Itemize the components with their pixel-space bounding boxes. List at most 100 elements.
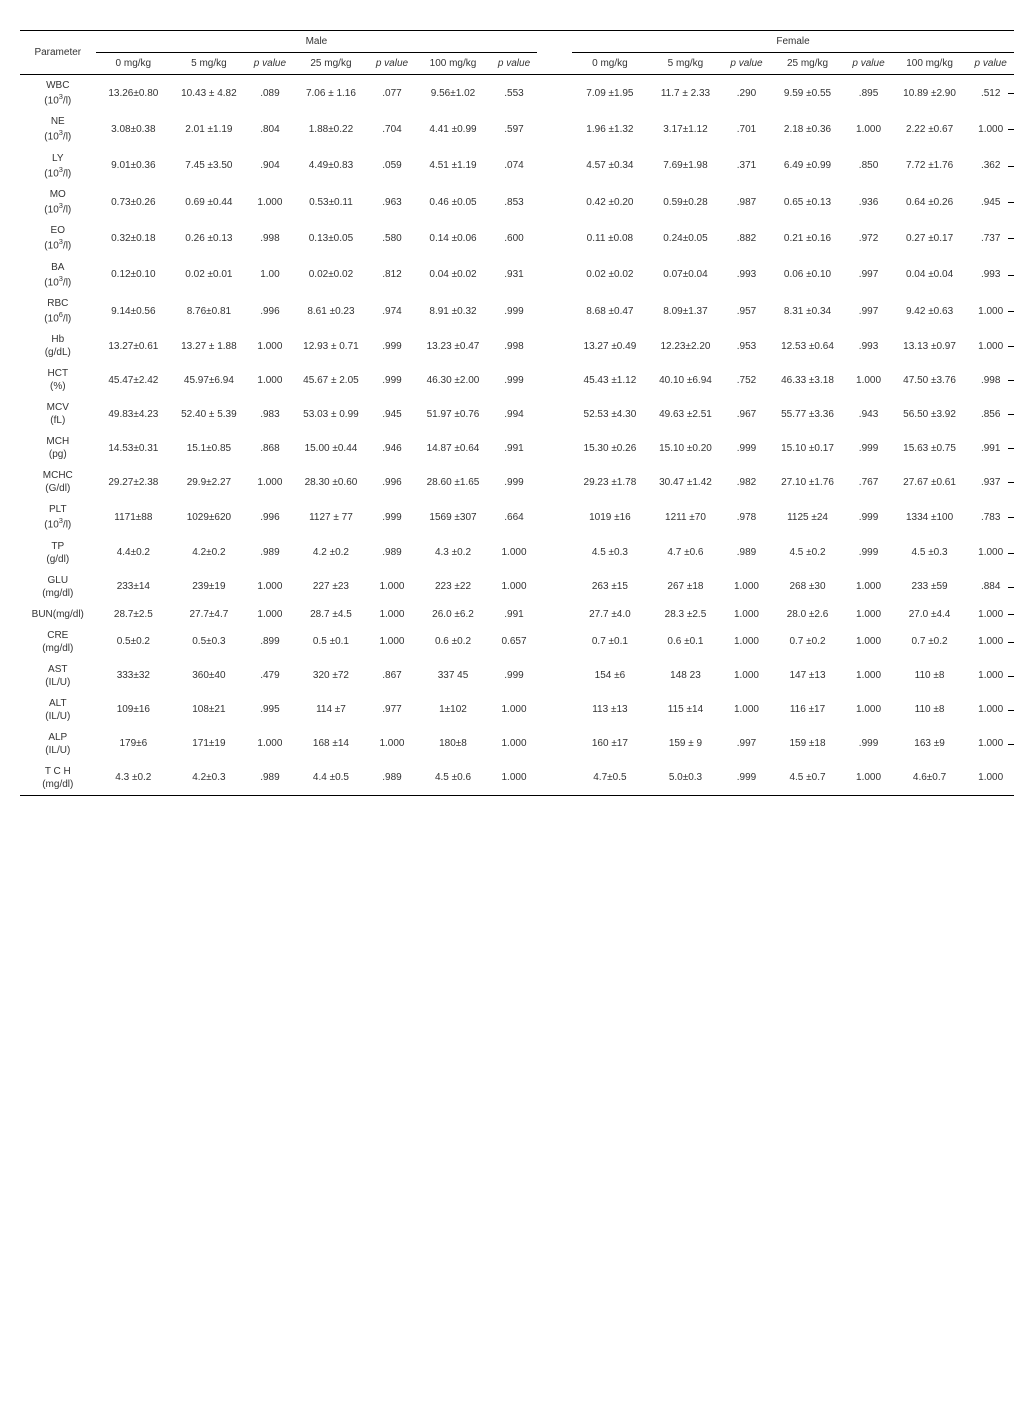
f25-cell: 4.5 ±0.2 <box>770 536 846 570</box>
mp25-cell: .945 <box>369 397 415 431</box>
group-female: Female <box>572 31 1014 53</box>
f5-cell: 5.0±0.3 <box>648 761 724 796</box>
table-row: CRE(mg/dl)0.5±0.20.5±0.3.8990.5 ±0.11.00… <box>20 625 1014 659</box>
f25-cell: 0.21 ±0.16 <box>770 220 846 256</box>
mp5-cell: 1.000 <box>247 465 293 499</box>
table-row: T C H(mg/dl)4.3 ±0.24.2±0.3.9894.4 ±0.5.… <box>20 761 1014 796</box>
f100-cell: 13.13 ±0.97 <box>892 329 968 363</box>
col-fp5: p value <box>723 53 769 75</box>
f100-cell: 15.63 ±0.75 <box>892 431 968 465</box>
fp5-cell: .290 <box>723 75 769 112</box>
m100-cell: 0.6 ±0.2 <box>415 625 491 659</box>
param-cell: WBC(103/l) <box>20 75 96 112</box>
f5-cell: 1211 ±70 <box>648 499 724 535</box>
mp5-cell: .868 <box>247 431 293 465</box>
param-cell: BUN(mg/dl) <box>20 604 96 625</box>
param-cell: CRE(mg/dl) <box>20 625 96 659</box>
col-m25: 25 mg/kg <box>293 53 369 75</box>
mp5-cell: .996 <box>247 293 293 329</box>
mp25-cell: .077 <box>369 75 415 112</box>
table-row: RBC(106/l)9.14±0.568.76±0.81.9968.61 ±0.… <box>20 293 1014 329</box>
f100-cell: 0.64 ±0.26 <box>892 184 968 220</box>
m5-cell: 360±40 <box>171 659 247 693</box>
m0-cell: 13.26±0.80 <box>96 75 172 112</box>
gap-cell <box>537 604 572 625</box>
col-fp25: p value <box>845 53 891 75</box>
f100-cell: 10.89 ±2.90 <box>892 75 968 112</box>
fp5-cell: 1.000 <box>723 625 769 659</box>
m25-cell: 0.53±0.11 <box>293 184 369 220</box>
fp25-cell: 1.000 <box>845 659 891 693</box>
param-cell: BA(103/l) <box>20 257 96 293</box>
f100-cell: 1334 ±100 <box>892 499 968 535</box>
f0-cell: 263 ±15 <box>572 570 648 604</box>
f25-cell: 6.49 ±0.99 <box>770 148 846 184</box>
f5-cell: 159 ± 9 <box>648 727 724 761</box>
m100-cell: 8.91 ±0.32 <box>415 293 491 329</box>
m25-cell: 8.61 ±0.23 <box>293 293 369 329</box>
param-cell: NE(103/l) <box>20 111 96 147</box>
gap-cell <box>537 659 572 693</box>
f5-cell: 3.17±1.12 <box>648 111 724 147</box>
param-cell: AST(IL/U) <box>20 659 96 693</box>
col-f0: 0 mg/kg <box>572 53 648 75</box>
f100-cell: 56.50 ±3.92 <box>892 397 968 431</box>
f100-cell: 0.27 ±0.17 <box>892 220 968 256</box>
param-cell: TP(g/dl) <box>20 536 96 570</box>
f100-cell: 110 ±8 <box>892 693 968 727</box>
table-row: GLU(mg/dl)233±14239±191.000227 ±231.0002… <box>20 570 1014 604</box>
f0-cell: 13.27 ±0.49 <box>572 329 648 363</box>
fp5-cell: .997 <box>723 727 769 761</box>
mp100-cell: .853 <box>491 184 537 220</box>
mp5-cell: .479 <box>247 659 293 693</box>
mp5-cell: .804 <box>247 111 293 147</box>
f100-cell: 27.0 ±4.4 <box>892 604 968 625</box>
gap-cell <box>537 363 572 397</box>
mp5-cell: .998 <box>247 220 293 256</box>
col-m5: 5 mg/kg <box>171 53 247 75</box>
m25-cell: 227 ±23 <box>293 570 369 604</box>
m0-cell: 45.47±2.42 <box>96 363 172 397</box>
fp5-cell: .371 <box>723 148 769 184</box>
table-row: MCH(pg)14.53±0.3115.1±0.85.86815.00 ±0.4… <box>20 431 1014 465</box>
f100-cell: 110 ±8 <box>892 659 968 693</box>
m0-cell: 9.01±0.36 <box>96 148 172 184</box>
fp100-cell: 1.000 <box>967 604 1014 625</box>
m5-cell: 27.7±4.7 <box>171 604 247 625</box>
m100-cell: 1±102 <box>415 693 491 727</box>
f0-cell: 29.23 ±1.78 <box>572 465 648 499</box>
f100-cell: 163 ±9 <box>892 727 968 761</box>
m5-cell: 1029±620 <box>171 499 247 535</box>
mp100-cell: .074 <box>491 148 537 184</box>
f0-cell: 4.5 ±0.3 <box>572 536 648 570</box>
f5-cell: 0.07±0.04 <box>648 257 724 293</box>
fp100-cell: .856 <box>967 397 1014 431</box>
f0-cell: 52.53 ±4.30 <box>572 397 648 431</box>
mp25-cell: 1.000 <box>369 625 415 659</box>
table-row: HCT(%)45.47±2.4245.97±6.941.00045.67 ± 2… <box>20 363 1014 397</box>
f5-cell: 267 ±18 <box>648 570 724 604</box>
fp100-cell: 1.000 <box>967 761 1014 796</box>
f0-cell: 15.30 ±0.26 <box>572 431 648 465</box>
mp25-cell: 1.000 <box>369 570 415 604</box>
gap-cell <box>537 257 572 293</box>
results-table: Parameter Male Female 0 mg/kg 5 mg/kg p … <box>20 30 1014 796</box>
f5-cell: 4.7 ±0.6 <box>648 536 724 570</box>
table-row: BUN(mg/dl)28.7±2.527.7±4.71.00028.7 ±4.5… <box>20 604 1014 625</box>
fp25-cell: .993 <box>845 329 891 363</box>
fp100-cell: 1.000 <box>967 329 1014 363</box>
f0-cell: 1019 ±16 <box>572 499 648 535</box>
mp5-cell: 1.00 <box>247 257 293 293</box>
m100-cell: 180±8 <box>415 727 491 761</box>
m5-cell: 171±19 <box>171 727 247 761</box>
mp100-cell: .600 <box>491 220 537 256</box>
col-parameter: Parameter <box>20 31 96 75</box>
gap-cell <box>537 184 572 220</box>
mp25-cell: .977 <box>369 693 415 727</box>
f100-cell: 2.22 ±0.67 <box>892 111 968 147</box>
m0-cell: 3.08±0.38 <box>96 111 172 147</box>
param-cell: MCHC(G/dl) <box>20 465 96 499</box>
m100-cell: 9.56±1.02 <box>415 75 491 112</box>
f0-cell: 27.7 ±4.0 <box>572 604 648 625</box>
f25-cell: 27.10 ±1.76 <box>770 465 846 499</box>
